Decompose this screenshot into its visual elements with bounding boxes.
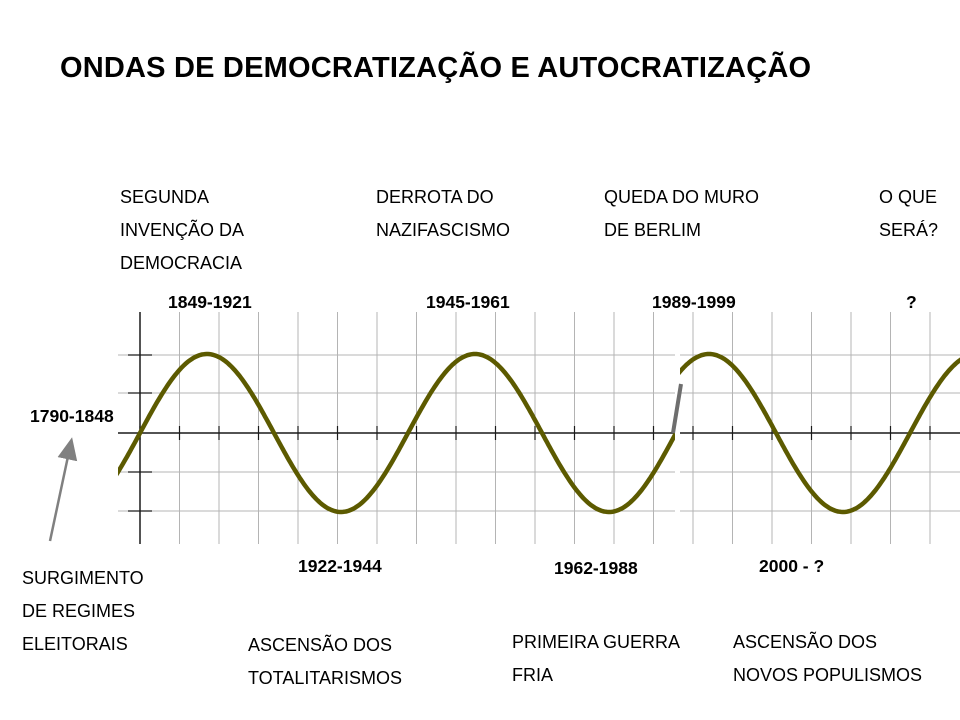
wave-right xyxy=(680,351,960,515)
caption-novos-populismos: ASCENSÃO DOS NOVOS POPULISMOS xyxy=(733,632,923,685)
period-peak-4: ? xyxy=(906,292,917,312)
grid-right xyxy=(680,312,960,544)
period-trough-2: 1962-1988 xyxy=(554,558,638,578)
caption-segunda-invencao: SEGUNDA INVENÇÃO DA DEMOCRACIA xyxy=(120,187,245,273)
caption-o-que-sera: O QUE SERÁ? xyxy=(879,187,939,240)
page-title: ONDAS DE DEMOCRATIZAÇÃO E AUTOCRATIZAÇÃO xyxy=(60,52,812,84)
caption-queda-muro: QUEDA DO MURO DE BERLIM xyxy=(604,187,760,240)
panel-gap xyxy=(675,312,680,544)
period-peak-2: 1945-1961 xyxy=(426,292,510,312)
arrow-up xyxy=(48,437,78,542)
caption-derrota-nazifascismo: DERROTA DO NAZIFASCISMO xyxy=(376,187,511,240)
period-start: 1790-1848 xyxy=(30,406,114,426)
caption-surgimento-regimes: SURGIMENTO DE REGIMES ELEITORAIS xyxy=(22,568,144,654)
wave-connector xyxy=(671,383,683,434)
period-peak-3: 1989-1999 xyxy=(652,292,736,312)
period-trough-3: 2000 - ? xyxy=(759,556,825,576)
grid-left xyxy=(118,312,675,544)
period-trough-1: 1922-1944 xyxy=(298,556,382,576)
wave-left xyxy=(118,351,675,515)
caption-totalitarismos: ASCENSÃO DOS TOTALITARISMOS xyxy=(248,635,403,688)
period-peak-1: 1849-1921 xyxy=(168,292,252,312)
caption-guerra-fria: PRIMEIRA GUERRA FRIA xyxy=(512,632,681,685)
